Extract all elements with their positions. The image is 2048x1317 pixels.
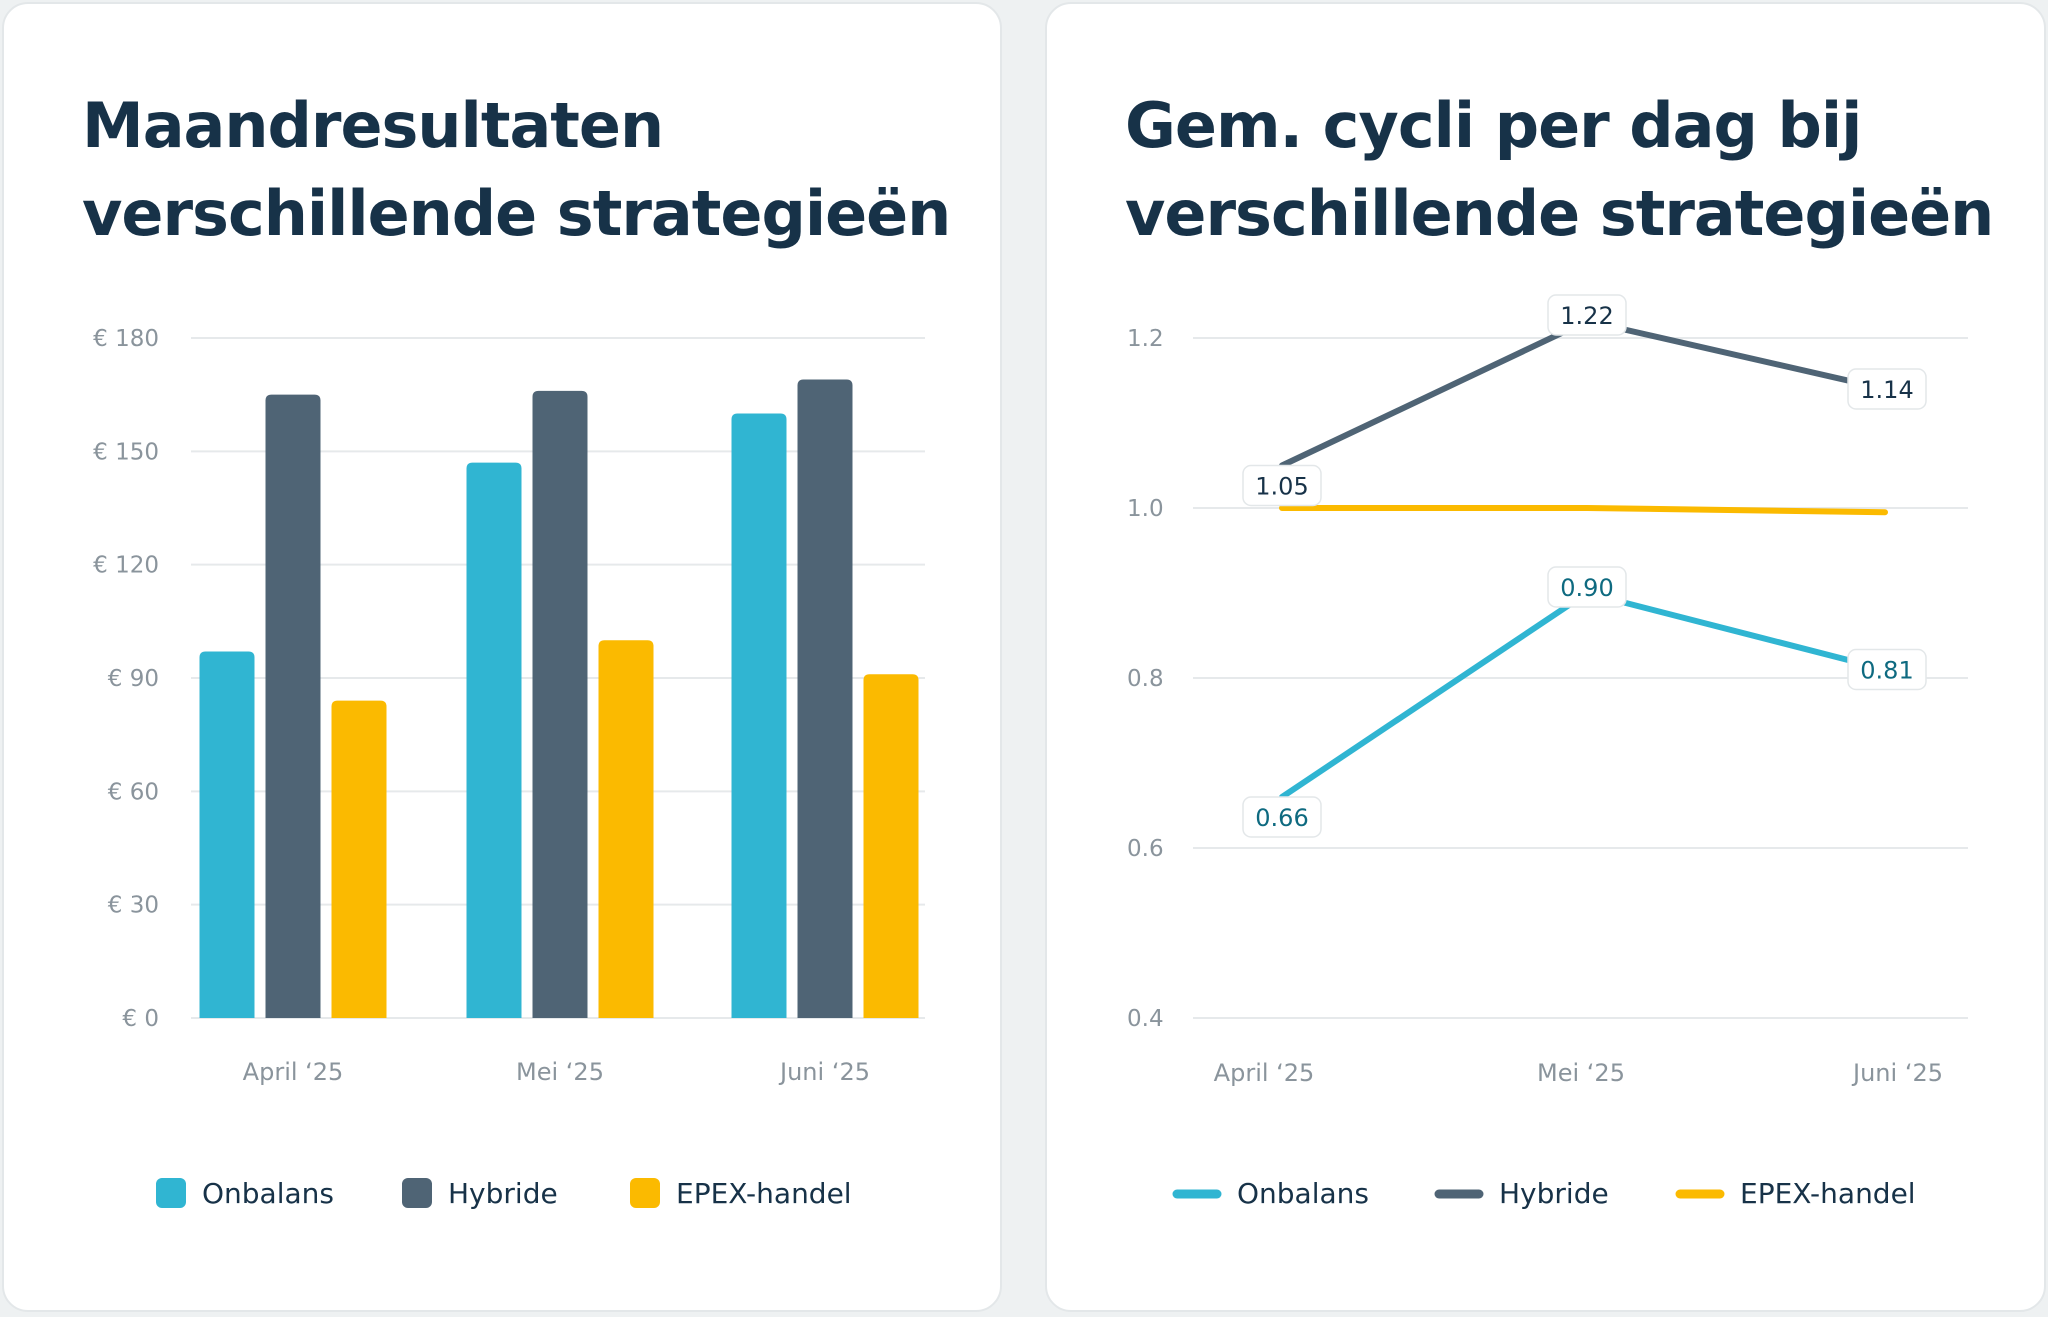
x-tick-label: April ‘25 [243,1058,344,1086]
y-tick-label: 0.8 [1127,666,1164,692]
bar-hybride [265,394,321,1019]
data-label-box [1242,464,1322,507]
title-line-2: verschillende strategieën [1125,177,1994,250]
y-tick-label: € 60 [108,779,159,805]
line-chart-card: Gem. cycli per dag bij verschillende str… [1045,2,2046,1312]
bar-epex-handel [331,700,387,1018]
y-tick-label: € 0 [122,1006,159,1032]
bar-chart: € 0 € 30 € 60 € 90 € 120 € 150 € 180 April ‘25 M… [93,326,925,1210]
bar-hybride [532,390,588,1018]
title-line-2: verschillende strategieën [82,177,951,250]
data-label: 1.14 [1860,376,1913,404]
bar-onbalans [466,462,522,1019]
bar-epex-handel [863,674,919,1018]
data-label-box [1847,648,1927,691]
bar-chart-title: Maandresultaten verschillende strategieë… [82,82,951,258]
legend-label: Onbalans [202,1177,334,1210]
y-tick-label: € 90 [108,666,159,692]
data-label-box [1242,796,1322,838]
legend-label: Hybride [448,1177,558,1210]
x-tick-label: Mei ‘25 [1537,1059,1625,1087]
legend-label: Onbalans [1237,1177,1369,1210]
line-chart: 0.4 0.6 0.8 1.0 1.2 April ‘25 Mei ‘25 Juni ‘25 0… [1127,294,1968,1210]
data-label: 1.22 [1560,302,1613,330]
legend-swatch [402,1178,432,1208]
legend-swatch [156,1178,186,1208]
bar-onbalans [731,413,787,1018]
y-tick-label: € 180 [93,326,159,352]
y-tick-label: 0.6 [1127,836,1164,862]
bar-onbalans [199,651,255,1018]
data-label: 1.05 [1255,473,1308,501]
x-tick-label: April ‘25 [1214,1059,1315,1087]
y-tick-label: € 30 [108,893,159,919]
line-hybride [1279,318,1888,469]
y-tick-label: € 150 [93,439,159,465]
bar-epex-handel [598,640,654,1018]
x-tick-label: Mei ‘25 [516,1058,604,1086]
legend-label: EPEX-handel [1740,1177,1916,1210]
legend-swatch [630,1178,660,1208]
title-line-1: Gem. cycli per dag bij [1125,89,1862,162]
y-tick-label: € 120 [93,553,159,579]
line-epex-handel [1279,505,1888,516]
data-label: 0.90 [1560,574,1613,602]
data-label-box [1847,368,1927,410]
bar-hybride [797,379,853,1018]
y-tick-label: 1.2 [1127,326,1164,352]
data-label-box [1547,294,1627,336]
data-label: 0.81 [1860,657,1913,685]
line-onbalans [1279,590,1888,800]
legend-label: Hybride [1499,1177,1609,1210]
data-label: 0.66 [1255,804,1308,832]
title-line-1: Maandresultaten [82,89,664,162]
bar-chart-card: Maandresultaten verschillende strategieë… [2,2,1002,1312]
y-tick-label: 1.0 [1127,496,1164,522]
line-chart-title: Gem. cycli per dag bij verschillende str… [1125,82,1994,258]
data-label-box [1547,566,1627,608]
x-tick-label: Juni ‘25 [778,1058,870,1086]
legend-label: EPEX-handel [676,1177,852,1210]
y-tick-label: 0.4 [1127,1006,1164,1032]
x-tick-label: Juni ‘25 [1851,1059,1943,1087]
